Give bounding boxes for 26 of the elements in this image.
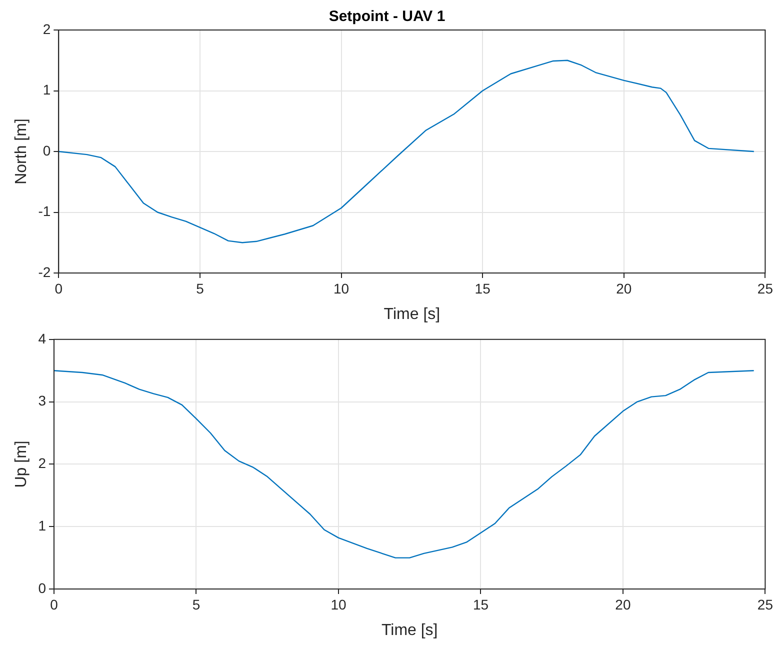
x-tick-label: 5 [192,596,200,612]
y-tick-label: 0 [38,580,46,596]
y-tick-label: -2 [38,264,51,280]
x-tick-label: 25 [757,280,774,296]
y-axis-title: Up [m] [13,440,30,488]
x-tick-label: 10 [333,280,350,296]
y-tick-label: 2 [42,20,51,37]
x-axis-title: Time [s] [381,622,438,639]
y-tick-label: 3 [38,392,46,409]
x-tick-label: 5 [196,280,204,296]
y-tick-label: -1 [38,203,51,220]
x-tick-label: 20 [615,596,631,612]
x-axis-title: Time [s] [384,306,440,323]
x-tick-label: 20 [616,280,632,296]
y-tick-label: 2 [38,455,46,472]
x-tick-label: 10 [330,596,346,612]
y-tick-label: 0 [42,142,51,158]
y-tick-label: 1 [38,517,46,534]
chart-title: Setpoint - UAV 1 [328,8,446,26]
x-tick-label: 0 [54,280,63,296]
y-axis-title: North [m] [13,118,30,184]
x-tick-label: 25 [757,596,774,612]
y-tick-label: 1 [42,82,51,98]
y-tick-label: 4 [38,330,46,346]
x-tick-label: 15 [474,280,491,296]
x-tick-label: 15 [472,596,489,612]
